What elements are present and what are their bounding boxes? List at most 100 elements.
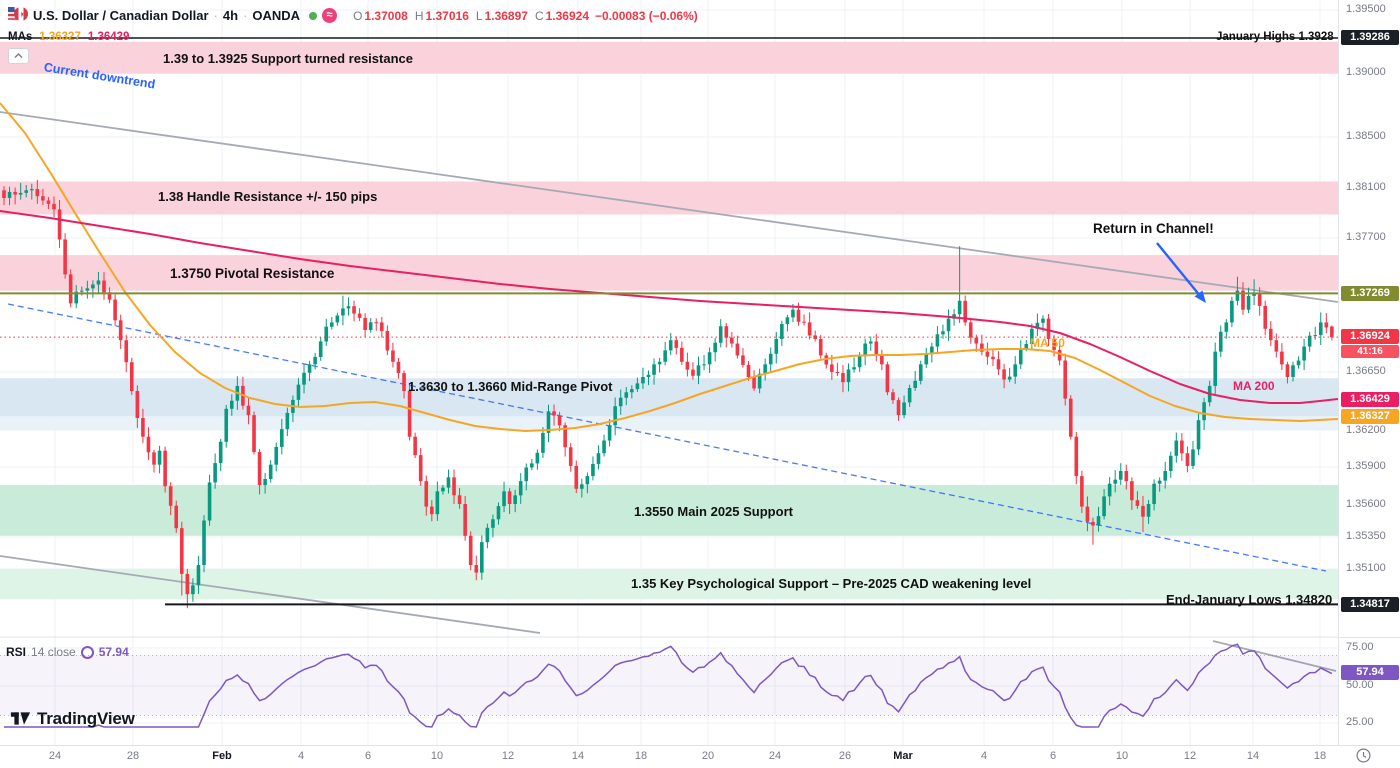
candle-body [1324,322,1329,328]
candle-body [1113,479,1117,484]
candle-body [1274,340,1279,352]
candle-body [352,306,356,314]
approx-data-icon[interactable]: ≈ [322,8,338,23]
candle-body [974,337,979,344]
annotation-ma200-label[interactable]: MA 200 [1233,379,1275,393]
ma200-line[interactable] [0,210,1338,404]
candle-body [391,350,395,362]
collapse-legend-button[interactable] [8,48,29,64]
candle-body [296,384,301,400]
candle-body [618,397,623,407]
candle-body [324,326,329,342]
candle-body [980,343,984,352]
open-label: O [353,8,363,23]
price-zone-band[interactable] [0,41,1338,74]
candle-body [746,364,751,378]
price-zone-band[interactable] [0,416,1338,431]
time-axis-label: 6 [1049,750,1057,762]
annotation-ma50-label[interactable]: MA 50 [1030,336,1065,350]
candle-body [1007,376,1012,380]
trendline[interactable] [0,555,541,634]
annotation-january-highs[interactable]: January Highs 1.3928 [1216,31,1334,43]
annotation-end-january-lows[interactable]: End-January Lows 1.34820 [1166,592,1333,607]
candle-body [830,364,834,372]
price-zone-band[interactable] [0,181,1338,215]
candle-body [96,280,101,285]
time-axis-label: 14 [571,750,585,762]
price-axis-label: 1.35900 [1346,460,1386,472]
ma50-line[interactable] [0,102,1338,432]
candle-body [707,352,712,365]
price-zone-band[interactable] [0,255,1338,291]
candle-body [107,292,112,300]
trendline[interactable] [0,111,1338,303]
trendline[interactable] [7,303,1327,572]
candle-body [696,365,701,376]
candle-body [357,313,362,318]
time-axis-label: 10 [1115,750,1129,762]
tradingview-logo-text: TradingView [37,708,135,728]
rsi-legend[interactable]: RSI 14 close 57.94 [6,645,129,659]
timezone-clock-button[interactable] [1356,748,1371,768]
candle-body [1291,365,1295,378]
ma200-value: 1.36429 [87,31,130,43]
tradingview-logo[interactable]: TradingView [10,708,135,729]
price-zone-band[interactable] [0,378,1338,417]
time-axis-label: 4 [297,750,305,762]
time-axis-label: 18 [634,750,648,762]
candle-body [613,406,617,426]
annotation-mid-range-pivot[interactable]: 1.3630 to 1.3660 Mid-Range Pivot [408,379,613,394]
candle-body [513,495,517,505]
candle-body [257,451,262,485]
candle-body [735,343,740,356]
symbol-title[interactable]: U.S. Dollar / Canadian Dollar [33,8,209,23]
candle-body [385,330,390,351]
rsi-line [4,643,1333,728]
candle-body [374,322,379,324]
candle-body [368,322,373,331]
annotation-135-psych-support[interactable]: 1.35 Key Psychological Support – Pre-202… [631,576,1032,591]
candle-body [363,317,367,331]
annotation-1355-support[interactable]: 1.3550 Main 2025 Support [634,504,793,519]
candle-body [1013,364,1017,377]
candle-body [780,323,784,339]
candle-body [35,189,40,197]
mas-row[interactable]: MAs 1.36327 1.36429 [8,31,698,43]
candle-body [1135,500,1140,506]
annotation-138-handle[interactable]: 1.38 Handle Resistance +/- 150 pips [158,189,378,204]
price-axis-label: 1.38500 [1346,130,1386,142]
candle-body [757,373,762,389]
candle-body [518,481,523,496]
price-axis[interactable]: 1.39500 1.39000 1.38500 1.38100 1.37700 1.366… [1338,0,1400,745]
annotation-1375-pivotal[interactable]: 1.3750 Pivotal Resistance [170,266,335,281]
chart-canvas[interactable] [0,0,1338,745]
price-zone-band[interactable] [0,484,1338,536]
candle-body [502,491,506,507]
candle-body [330,322,334,327]
candle-body [280,429,284,447]
annotation-support-turned-resistance[interactable]: 1.39 to 1.3925 Support turned resistance [163,51,413,66]
annotation-return-in-channel[interactable]: Return in Channel! [1093,221,1214,236]
candle-body [146,436,151,453]
interval-label[interactable]: 4h [222,8,239,23]
price-zone-band[interactable] [0,568,1338,600]
candle-body [1313,335,1318,337]
candle-body [1285,364,1290,378]
candle-body [818,338,823,356]
candle-body [1202,402,1206,421]
annotation-current-downtrend[interactable]: Current downtrend [42,60,157,92]
candle-body [418,455,423,482]
candle-body [1024,344,1029,349]
candle-body [313,356,317,365]
candle-body [546,411,551,433]
candle-body [1213,351,1218,386]
candle-body [863,343,867,356]
time-axis-label: 14 [1246,750,1260,762]
candle-body [179,528,184,574]
candle-body [607,425,612,441]
candle-body [13,191,17,195]
candle-body [880,355,884,365]
candle-body [1218,331,1223,352]
annotation-arrow[interactable] [1156,242,1202,298]
time-axis[interactable]: 24 28 Feb 4 6 10 12 14 18 20 24 26 Mar 4 6 10 12 14 18 [0,745,1400,768]
